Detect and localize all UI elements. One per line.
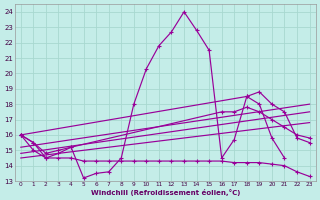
X-axis label: Windchill (Refroidissement éolien,°C): Windchill (Refroidissement éolien,°C) [91, 189, 240, 196]
